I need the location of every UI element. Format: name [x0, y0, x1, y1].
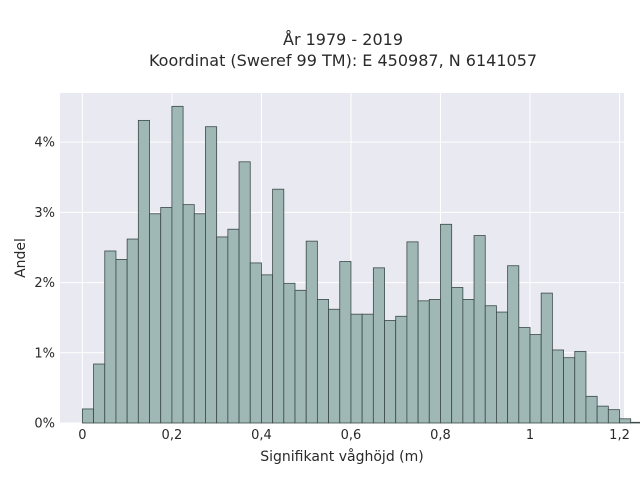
histogram-bar: [372, 267, 385, 424]
histogram-bar: [607, 409, 620, 424]
histogram-bar: [160, 207, 173, 424]
x-tick-label: 0: [78, 428, 86, 443]
histogram-bar: [328, 308, 341, 424]
histogram-bar: [540, 292, 553, 424]
y-tick-label: 4%: [34, 136, 55, 151]
histogram-bar: [417, 300, 430, 424]
y-tick-label: 2%: [34, 276, 55, 291]
histogram-bar: [574, 350, 587, 424]
histogram-bar: [182, 204, 195, 424]
y-tick-label: 0%: [34, 417, 55, 432]
bars: [81, 105, 640, 424]
histogram-bar: [440, 223, 453, 424]
chart-title-line2: Koordinat (Sweref 99 TM): E 450987, N 61…: [149, 51, 537, 70]
histogram-bar: [272, 188, 285, 424]
histogram-bar: [619, 418, 632, 424]
histogram-bar: [428, 299, 441, 424]
histogram-bar: [305, 240, 318, 424]
histogram-bar: [137, 119, 150, 424]
histogram-bar: [249, 262, 262, 424]
histogram-bar: [630, 421, 640, 424]
histogram-bar: [339, 261, 352, 424]
histogram-bar: [205, 126, 218, 424]
y-tick-label: 3%: [34, 206, 55, 221]
x-tick-label: 0,6: [341, 428, 362, 443]
histogram-bar: [115, 259, 128, 424]
histogram-bar: [473, 235, 486, 424]
histogram-bar: [529, 334, 542, 424]
y-axis-ticks: 0% 1% 2% 3% 4%: [34, 136, 55, 432]
histogram-bar: [462, 299, 475, 424]
histogram-bar: [496, 311, 509, 424]
histogram-bar: [451, 287, 464, 424]
histogram-bar: [395, 315, 408, 424]
histogram-bar: [596, 405, 609, 424]
x-tick-label: 0,2: [162, 428, 183, 443]
histogram-bar: [149, 213, 162, 424]
histogram-bar: [518, 327, 531, 424]
histogram-bar: [216, 236, 229, 424]
histogram-bar: [484, 305, 497, 424]
x-tick-label: 0,4: [251, 428, 272, 443]
histogram-bar: [384, 320, 397, 424]
y-tick-label: 1%: [34, 346, 55, 361]
histogram-bar: [507, 265, 520, 424]
histogram-bar: [171, 105, 184, 424]
histogram-bar: [227, 228, 240, 424]
histogram-bar: [361, 313, 374, 424]
x-tick-label: 1: [526, 428, 534, 443]
chart-title-line1: År 1979 - 2019: [283, 30, 403, 49]
histogram-bar: [316, 299, 329, 424]
histogram-bar: [551, 349, 564, 424]
x-tick-label: 0,8: [430, 428, 451, 443]
histogram-bar: [126, 238, 139, 424]
histogram-bar: [283, 282, 296, 424]
y-axis-label: Andel: [13, 238, 29, 278]
histogram-bar: [585, 395, 598, 424]
histogram-bar: [93, 363, 106, 424]
x-axis-label: Signifikant våghöjd (m): [260, 448, 423, 465]
histogram-bar: [238, 161, 251, 424]
histogram-bar: [406, 241, 419, 424]
histogram-bar: [563, 357, 576, 424]
x-axis-ticks: 0 0,2 0,4 0,6 0,8 1 1,2: [78, 428, 630, 443]
histogram-bar: [261, 274, 274, 424]
histogram-bar: [104, 250, 117, 424]
x-tick-label: 1,2: [609, 428, 630, 443]
histogram-bar: [294, 289, 307, 424]
histogram-bar: [81, 408, 94, 424]
histogram-bar: [193, 213, 206, 424]
histogram-bar: [350, 313, 363, 424]
